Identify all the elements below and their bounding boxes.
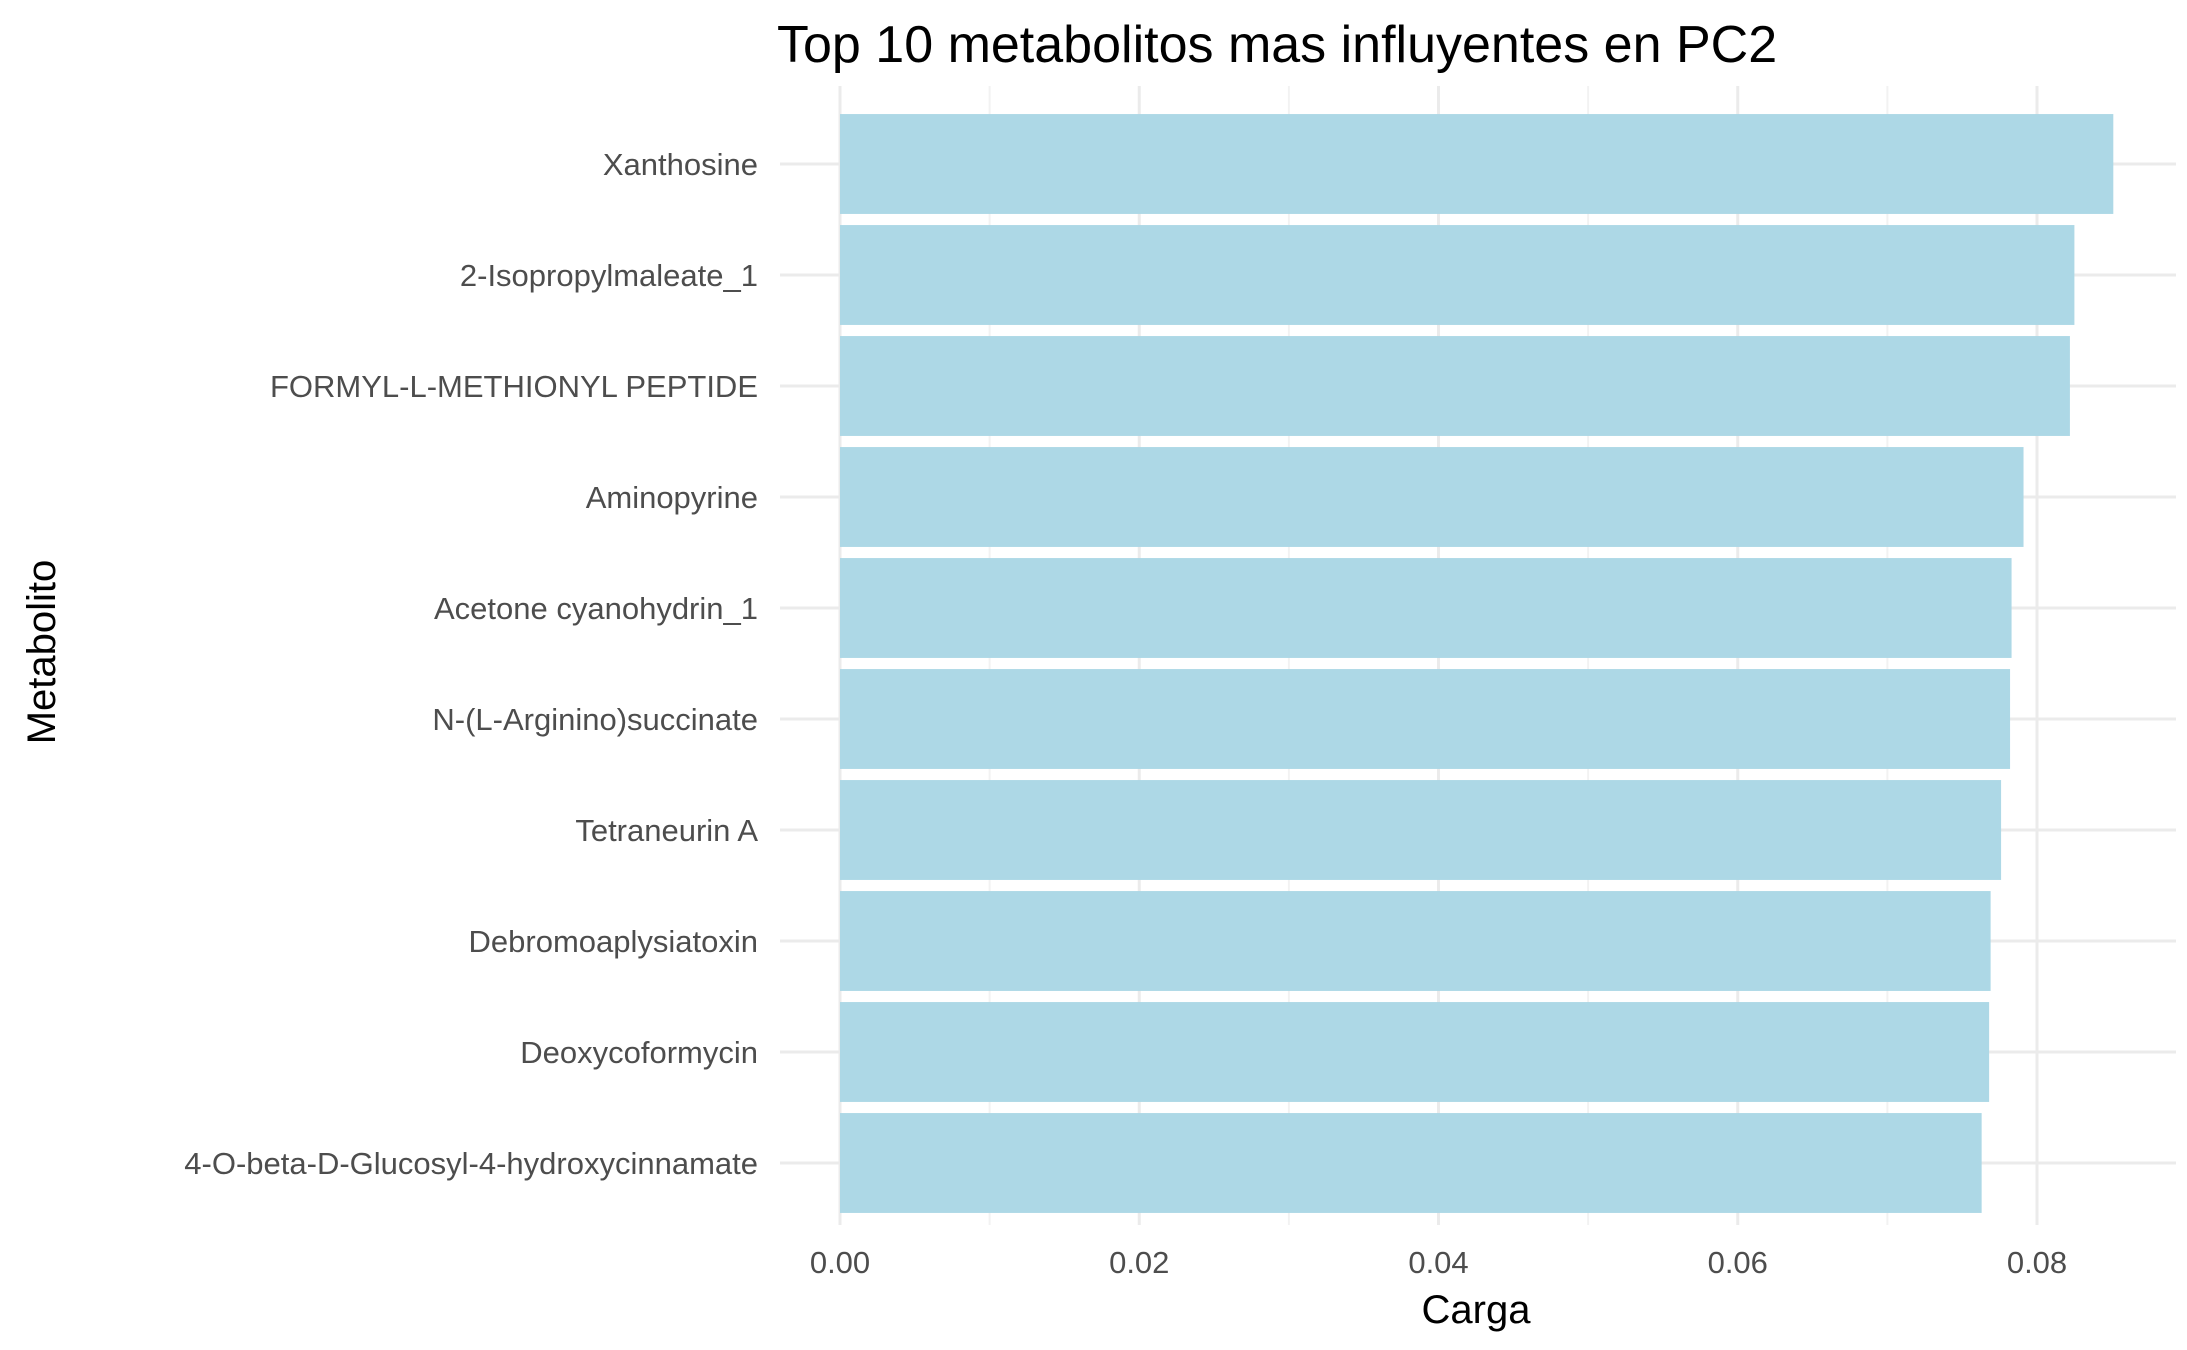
bar (840, 891, 1991, 991)
y-tick-label: FORMYL-L-METHIONYL PEPTIDE (270, 369, 758, 404)
y-tick-label: Aminopyrine (586, 480, 758, 515)
y-tick-label: N-(L-Arginino)succinate (432, 702, 758, 737)
x-tick-label: 0.08 (2007, 1245, 2067, 1280)
bar (840, 1113, 1982, 1213)
chart-title: Top 10 metabolitos mas influyentes en PC… (777, 16, 1777, 74)
bar (840, 558, 2012, 658)
y-tick-label: Xanthosine (603, 147, 758, 182)
y-tick-label: Deoxycoformycin (520, 1035, 758, 1070)
x-tick-label: 0.04 (1408, 1245, 1468, 1280)
x-tick-labels: 0.00 0.02 0.04 0.06 0.08 (810, 1245, 2067, 1280)
bar (840, 336, 2070, 436)
bar (840, 669, 2011, 769)
bar (840, 225, 2075, 325)
y-tick-label: 2-Isopropylmaleate_1 (460, 258, 758, 293)
x-tick-label: 0.00 (810, 1245, 870, 1280)
y-tick-label: Tetraneurin A (575, 813, 758, 848)
bars (840, 114, 2114, 1213)
y-tick-labels: Xanthosine 2-Isopropylmaleate_1 FORMYL-L-M… (184, 147, 758, 1181)
bar (840, 447, 2024, 547)
x-tick-label: 0.06 (1708, 1245, 1768, 1280)
x-tick-label: 0.02 (1109, 1245, 1169, 1280)
bar (840, 780, 2002, 880)
bar (840, 1002, 1990, 1102)
bar (840, 114, 2114, 214)
y-axis-title: Metabolito (20, 560, 64, 745)
y-tick-label: 4-O-beta-D-Glucosyl-4-hydroxycinnamate (184, 1146, 758, 1181)
y-tick-label: Acetone cyanohydrin_1 (434, 591, 758, 626)
y-tick-label: Debromoaplysiatoxin (469, 924, 758, 959)
x-axis-title: Carga (1422, 1288, 1532, 1332)
